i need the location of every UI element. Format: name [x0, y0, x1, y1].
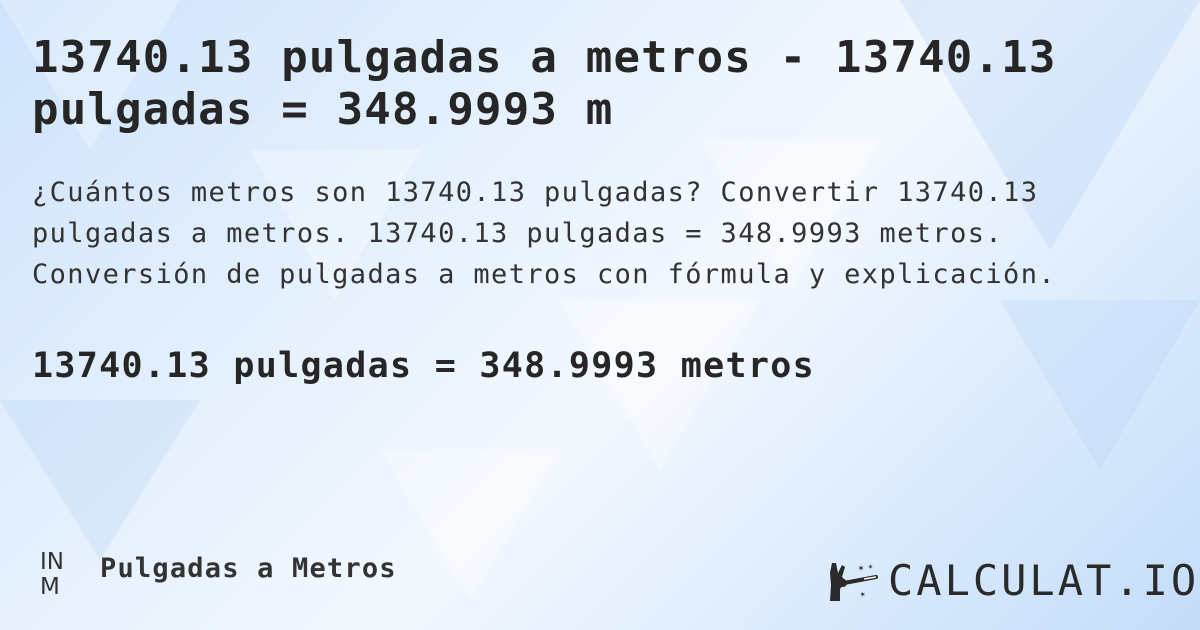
svg-text:✶: ✶ — [858, 563, 864, 574]
conversion-result: 13740.13 pulgadas = 348.9993 metros — [32, 346, 816, 386]
unit-icon: IN M — [40, 550, 64, 600]
calculat-logo: ✶ ✶ ✶ CALCULAT.IO — [828, 556, 1199, 605]
svg-text:✶: ✶ — [868, 562, 873, 571]
svg-text:✶: ✶ — [860, 590, 866, 600]
logo-text: CALCULAT.IO — [888, 556, 1200, 605]
unit-icon-bottom: M — [40, 574, 60, 600]
converter-label: Pulgadas a Metros — [100, 553, 397, 584]
unit-icon-top: IN — [40, 549, 64, 575]
description: ¿Cuántos metros son 13740.13 pulgadas? C… — [32, 177, 1057, 290]
page-title: 13740.13 pulgadas a metros - 13740.13 pu… — [32, 32, 1057, 135]
magic-hand-wand-icon: ✶ ✶ ✶ — [830, 562, 878, 601]
